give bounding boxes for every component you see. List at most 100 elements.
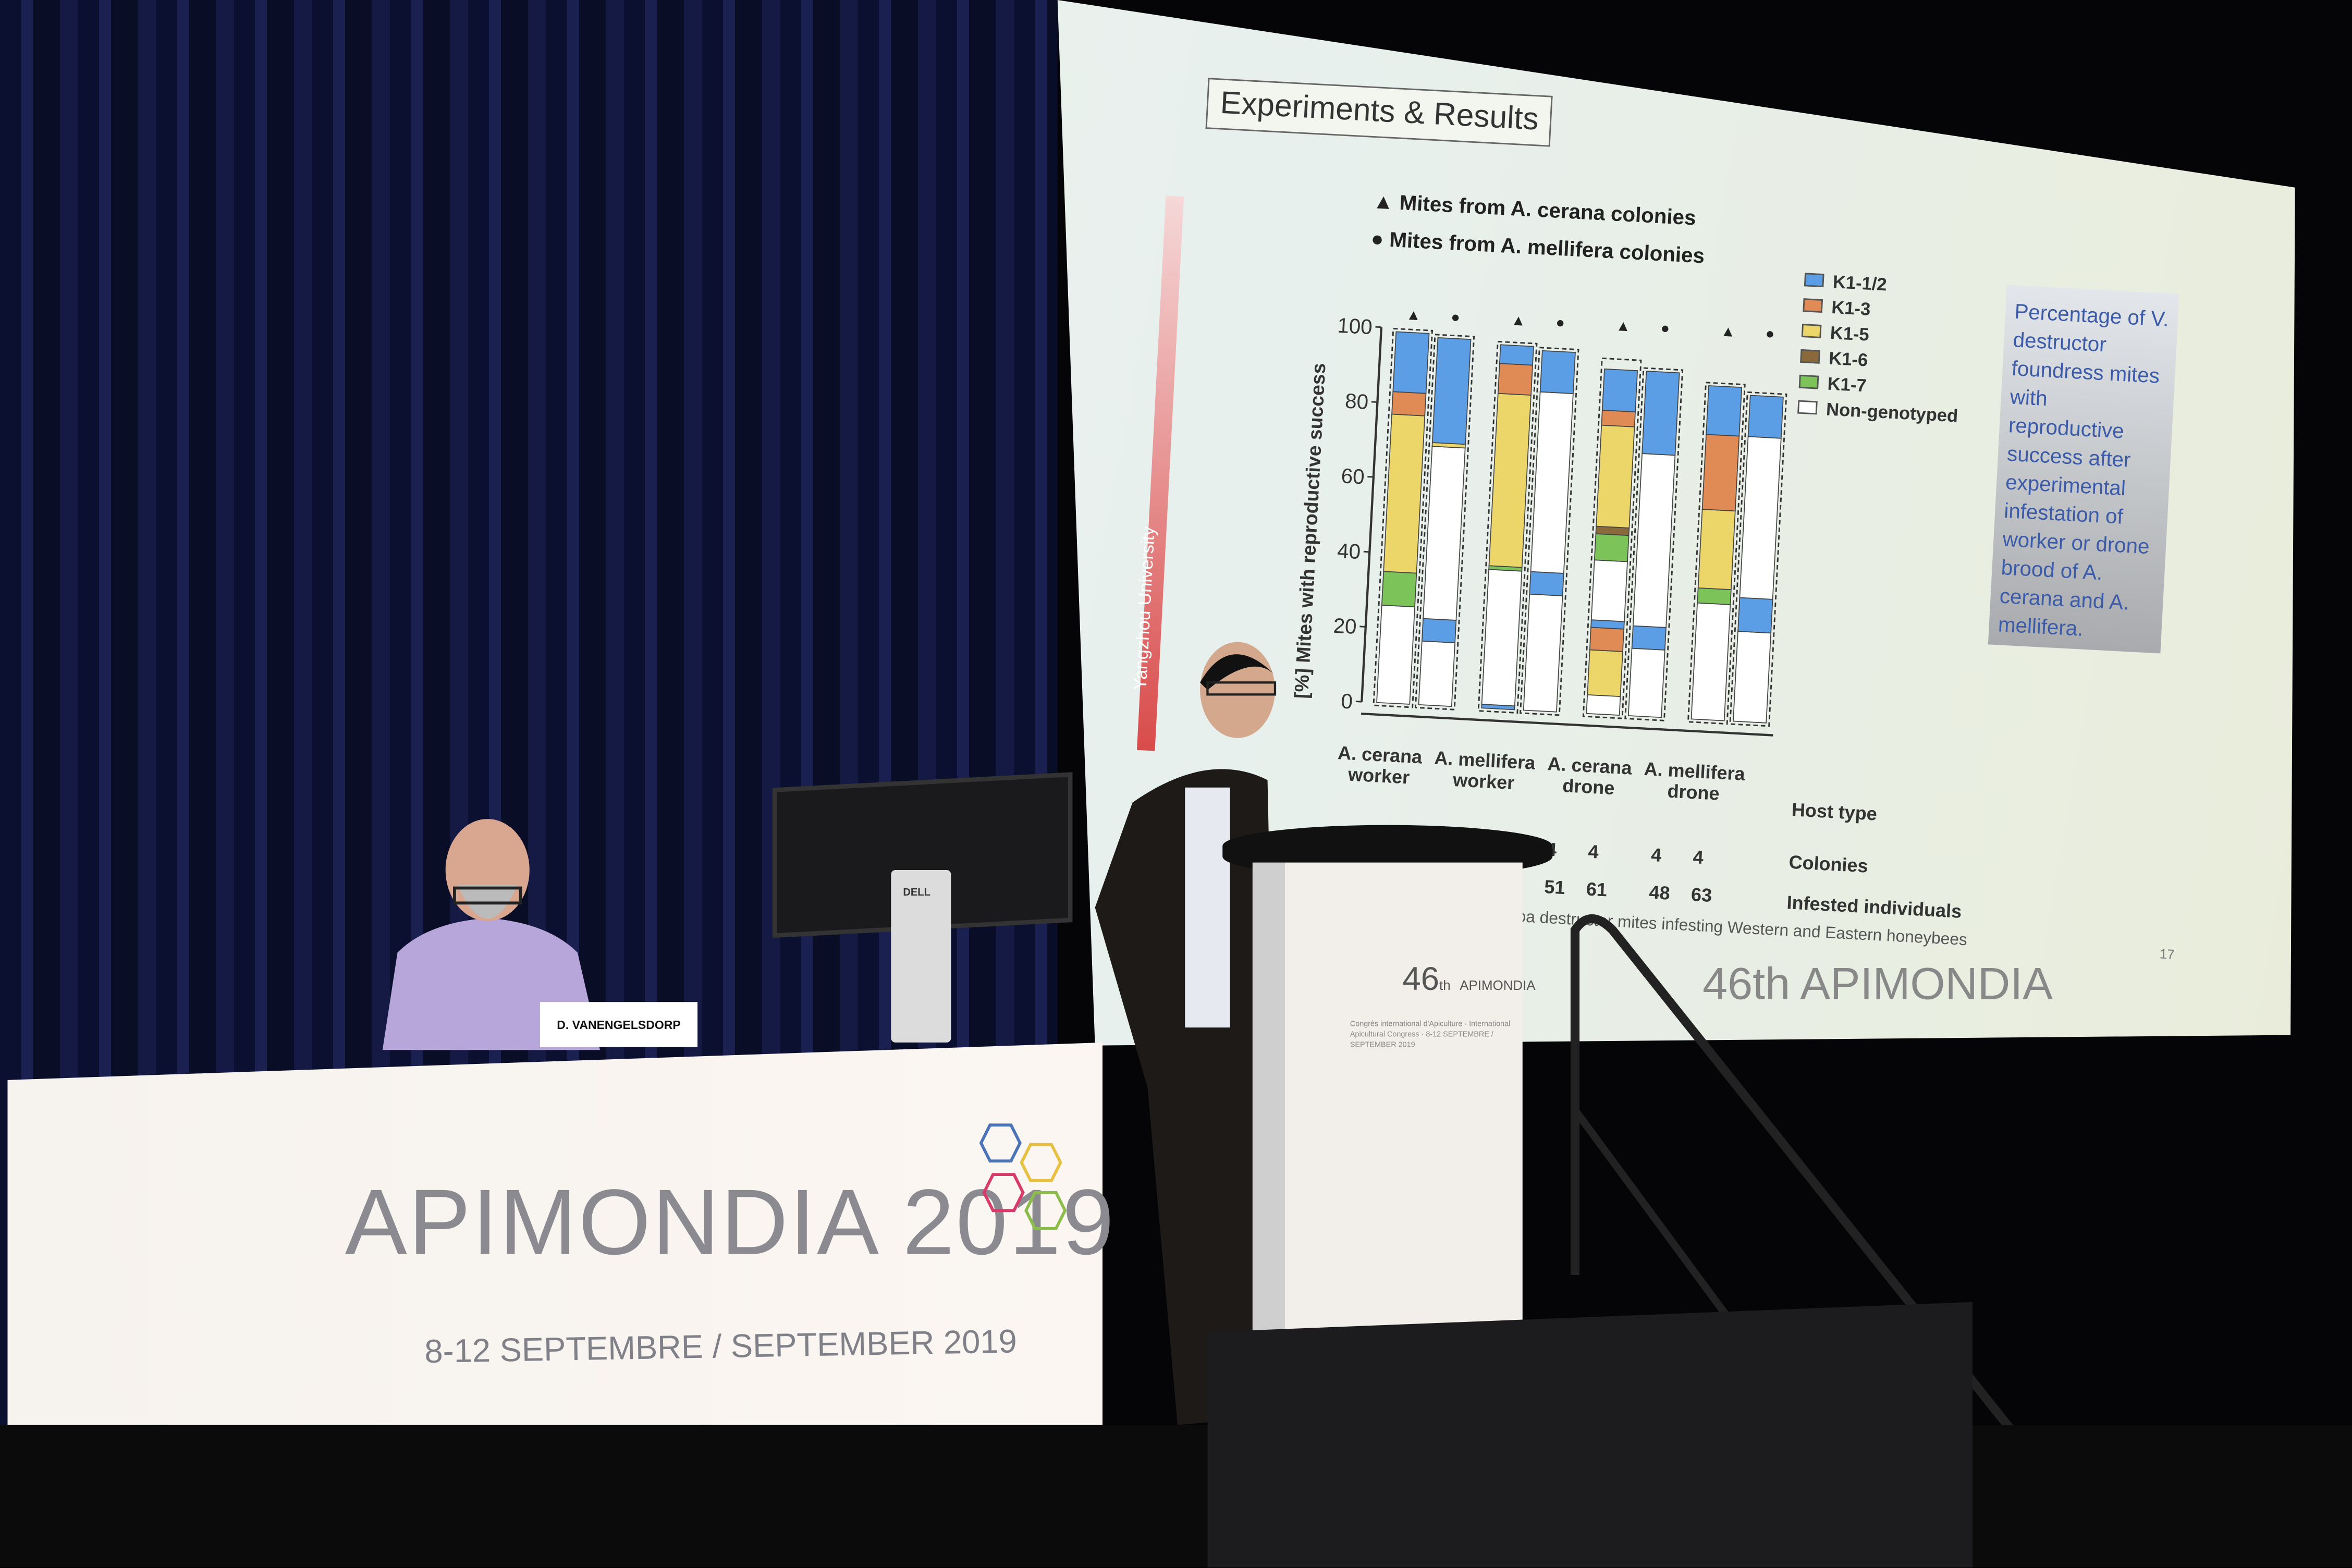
screen-apimondia-logo: 46th APIMONDIA (1702, 960, 2053, 1010)
bar-segment-non-genotyped (1530, 391, 1574, 574)
bar-segment-k1-1-2 (1421, 618, 1457, 643)
y-axis (1361, 327, 1383, 702)
legend-triangle: ▲ Mites from A. cerana colonies (1372, 188, 1697, 230)
infested-count: 51 (1544, 876, 1566, 899)
bar-segment-k1-3 (1601, 409, 1636, 427)
bar-segment-k1-5 (1697, 509, 1736, 591)
bar-segment-k1-1-2 (1431, 337, 1472, 445)
monitor-stand: DELL (891, 870, 951, 1043)
lectern-logo: 46th APIMONDIA (1403, 960, 1536, 999)
genotype-legend: K1-1/2 K1-3 K1-5 K1-6 K1-7 Non-genotyped (1797, 267, 1965, 428)
bar-segment-k1-7 (1697, 587, 1732, 605)
host-type-label: Host type (1791, 799, 1878, 825)
bar-segment-k1-3 (1497, 363, 1533, 396)
bar-segment-k1-3 (1701, 434, 1740, 512)
bar-segment-non-genotyped (1632, 453, 1676, 628)
legend-swatch (1797, 400, 1818, 415)
bar-segment-non-genotyped (1376, 604, 1415, 705)
bar-segment-k1-5 (1488, 393, 1532, 568)
bar-segment-k1-5 (1383, 413, 1426, 574)
bar-segment-non-genotyped (1690, 602, 1731, 721)
host-type: A. cerana worker (1337, 742, 1423, 789)
bar-segment-non-genotyped (1586, 694, 1621, 716)
lectern-subtitle: Congrès international d'Apiculture · Int… (1350, 1020, 1511, 1050)
bar-segment-non-genotyped (1627, 647, 1665, 718)
host-type: A. mellifera drone (1643, 758, 1746, 805)
bar-segment-k1-7 (1594, 533, 1630, 562)
bar-segment-k1-1-2 (1737, 597, 1773, 634)
hexagon-logo (979, 1123, 1067, 1230)
legend-swatch (1800, 349, 1820, 364)
bar-segment-k1-7 (1381, 571, 1417, 608)
bar-segment-k1-1-2 (1529, 571, 1564, 596)
speaker (1095, 642, 1277, 1425)
legend-circle: ● Mites from A. mellifera colonies (1370, 226, 1706, 268)
bar-segment-k1-1-2 (1706, 385, 1743, 437)
bar-outline (1729, 391, 1787, 727)
bar-marker: ● (1451, 309, 1461, 326)
bar-segment-k1-3 (1391, 391, 1427, 416)
bar-marker: ▲ (1720, 323, 1736, 340)
nameplate: D. VANENGELSDORP (540, 1002, 698, 1047)
bar-marker: ● (1765, 325, 1775, 342)
monitor-brand: DELL (903, 888, 930, 899)
slide-title: Experiments & Results (1205, 78, 1553, 147)
confidence-monitor (1207, 1302, 1973, 1568)
lectern-name: APIMONDIA (1460, 978, 1536, 993)
bar-segment-k1-5 (1587, 649, 1623, 697)
legend-label: K1-7 (1827, 372, 1867, 396)
bar-segment-k1-1-2 (1747, 395, 1784, 439)
colony-count: 4 (1587, 841, 1599, 863)
y-tick-label: 80 (1344, 389, 1369, 414)
lectern-number: 46 (1402, 960, 1440, 998)
lectern-suffix: th (1439, 978, 1451, 993)
bar-segment-k1-5 (1596, 424, 1635, 529)
bar-segment-non-genotyped (1423, 446, 1466, 621)
legend-label: K1-3 (1831, 296, 1871, 320)
lectern (1252, 862, 1523, 1336)
bar-segment-k1-1-2 (1601, 368, 1638, 413)
legend-label: K1-5 (1829, 321, 1870, 345)
bar-marker: ● (1555, 314, 1565, 332)
legend-label: Non-genotyped (1826, 398, 1959, 426)
legend-triangle-label: Mites from A. cerana colonies (1399, 190, 1697, 230)
bar-segment-k1-1-2 (1539, 350, 1576, 394)
legend-label: K1-6 (1828, 347, 1869, 370)
slide-note: Percentage of V. destructor foundress mi… (1988, 285, 2179, 654)
bar-marker: ● (1660, 320, 1670, 337)
y-tick (1367, 476, 1374, 478)
bar-segment-non-genotyped (1733, 631, 1772, 724)
colony-count: 4 (1692, 847, 1704, 868)
bar-segment-non-genotyped (1739, 436, 1782, 600)
x-axis (1361, 712, 1773, 737)
legend-swatch (1804, 273, 1824, 288)
stacked-bar-chart: 0 20 40 60 80 100 ▲ ● ▲ ● ▲ ● ▲ ● (1333, 307, 1787, 737)
y-tick-label: 60 (1341, 464, 1365, 488)
bar-marker: ▲ (1406, 307, 1422, 324)
legend-circle-label: Mites from A. mellifera colonies (1389, 227, 1706, 268)
infested-count: 61 (1585, 878, 1608, 901)
colony-count: 4 (1650, 844, 1662, 866)
y-tick-label: 100 (1337, 314, 1373, 339)
bar-segment-k1-3 (1589, 627, 1625, 652)
y-tick-label: 20 (1333, 614, 1357, 639)
bar-segment-k1-1-2 (1499, 344, 1534, 366)
bar-segment-non-genotyped (1481, 569, 1523, 707)
legend-swatch (1803, 298, 1823, 313)
bar-segment-k1-1-2 (1392, 331, 1430, 394)
host-type: A. mellifera worker (1434, 748, 1536, 794)
legend-swatch (1801, 324, 1822, 338)
colonies-label: Colonies (1788, 852, 1869, 877)
y-tick-label: 40 (1337, 539, 1361, 564)
stage-floor (0, 1425, 2352, 1568)
presentation-slide: Yangzhou University Experiments & Result… (1108, 60, 2263, 1017)
host-type: A. cerana drone (1547, 753, 1633, 799)
bar-segment-non-genotyped (1590, 559, 1628, 622)
bar-segment-non-genotyped (1418, 640, 1456, 707)
bar-marker: ▲ (1511, 312, 1526, 329)
bar-segment-k1-1-2 (1631, 625, 1667, 651)
legend-label: K1-1/2 (1832, 271, 1888, 295)
y-tick-label: 0 (1340, 689, 1353, 713)
legend-swatch (1798, 374, 1819, 389)
